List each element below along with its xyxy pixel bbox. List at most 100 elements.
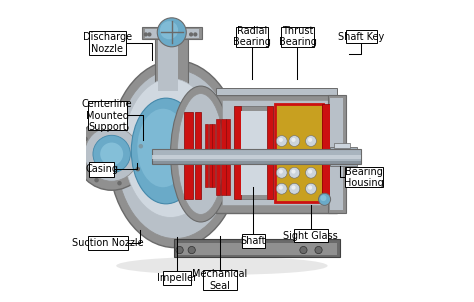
Bar bbox=[222, 100, 331, 205]
Bar bbox=[195, 112, 201, 199]
Circle shape bbox=[279, 169, 283, 174]
Bar bbox=[209, 124, 212, 187]
FancyBboxPatch shape bbox=[237, 27, 268, 47]
Bar bbox=[153, 161, 361, 164]
Circle shape bbox=[292, 138, 296, 142]
FancyBboxPatch shape bbox=[89, 162, 114, 177]
Circle shape bbox=[136, 167, 140, 171]
Circle shape bbox=[276, 183, 287, 194]
Ellipse shape bbox=[116, 257, 328, 275]
Text: Centerline
Mounted
Support: Centerline Mounted Support bbox=[82, 99, 133, 132]
Circle shape bbox=[117, 181, 122, 185]
Text: Casing: Casing bbox=[85, 164, 118, 175]
Text: Suction Nozzle: Suction Nozzle bbox=[72, 238, 144, 248]
Circle shape bbox=[320, 195, 327, 201]
Circle shape bbox=[289, 136, 300, 146]
Circle shape bbox=[144, 32, 148, 37]
Bar bbox=[234, 106, 273, 199]
Circle shape bbox=[289, 183, 300, 194]
Circle shape bbox=[300, 246, 307, 254]
Bar bbox=[322, 104, 330, 202]
Circle shape bbox=[189, 32, 193, 37]
Text: Shaft: Shaft bbox=[241, 236, 266, 246]
Circle shape bbox=[308, 185, 312, 190]
Circle shape bbox=[75, 118, 148, 190]
Ellipse shape bbox=[131, 98, 201, 204]
FancyBboxPatch shape bbox=[294, 229, 328, 242]
FancyBboxPatch shape bbox=[163, 271, 191, 285]
Circle shape bbox=[83, 137, 88, 141]
FancyBboxPatch shape bbox=[202, 270, 237, 290]
Bar bbox=[205, 124, 208, 187]
Bar bbox=[145, 29, 199, 38]
FancyBboxPatch shape bbox=[89, 31, 126, 55]
Circle shape bbox=[138, 144, 143, 149]
Circle shape bbox=[276, 136, 287, 146]
FancyBboxPatch shape bbox=[88, 236, 128, 250]
Bar bbox=[330, 147, 357, 166]
Bar bbox=[142, 27, 201, 39]
Bar bbox=[153, 149, 361, 164]
Circle shape bbox=[292, 154, 296, 158]
Circle shape bbox=[308, 154, 312, 158]
Circle shape bbox=[193, 32, 198, 37]
FancyBboxPatch shape bbox=[345, 167, 383, 187]
Circle shape bbox=[289, 152, 300, 162]
Circle shape bbox=[176, 246, 183, 254]
Circle shape bbox=[306, 152, 317, 162]
FancyBboxPatch shape bbox=[346, 30, 377, 43]
Text: Shaft Key: Shaft Key bbox=[338, 31, 384, 42]
Ellipse shape bbox=[116, 69, 234, 239]
Circle shape bbox=[101, 123, 106, 127]
Circle shape bbox=[276, 167, 287, 178]
Bar bbox=[216, 95, 337, 213]
Circle shape bbox=[188, 246, 195, 254]
Circle shape bbox=[289, 167, 300, 178]
Ellipse shape bbox=[177, 94, 224, 214]
Circle shape bbox=[292, 169, 296, 174]
Circle shape bbox=[100, 143, 123, 165]
Text: Radial
Bearing: Radial Bearing bbox=[233, 26, 271, 47]
Circle shape bbox=[125, 126, 129, 130]
Circle shape bbox=[306, 167, 317, 178]
Circle shape bbox=[308, 169, 312, 174]
Bar bbox=[212, 124, 215, 187]
Circle shape bbox=[93, 135, 130, 173]
Bar bbox=[330, 98, 343, 210]
Bar bbox=[155, 36, 188, 94]
Ellipse shape bbox=[137, 109, 189, 187]
Circle shape bbox=[80, 159, 85, 164]
Circle shape bbox=[279, 154, 283, 158]
Bar bbox=[216, 119, 220, 195]
Text: Thrust
Bearing: Thrust Bearing bbox=[279, 26, 317, 47]
Circle shape bbox=[279, 185, 283, 190]
Text: Impeller: Impeller bbox=[157, 273, 197, 283]
Text: Discharge
Nozzle: Discharge Nozzle bbox=[83, 32, 132, 54]
Circle shape bbox=[315, 246, 322, 254]
Text: Sight Glass: Sight Glass bbox=[283, 230, 338, 241]
Circle shape bbox=[306, 183, 317, 194]
Circle shape bbox=[160, 21, 178, 39]
Text: Mechanical
Seal: Mechanical Seal bbox=[192, 269, 247, 291]
Circle shape bbox=[276, 152, 287, 162]
Bar bbox=[173, 239, 340, 257]
Bar bbox=[266, 106, 273, 199]
Bar bbox=[241, 111, 266, 195]
Bar bbox=[158, 38, 177, 91]
Bar bbox=[334, 143, 350, 148]
Bar bbox=[221, 119, 226, 195]
Text: Bearing
Housing: Bearing Housing bbox=[344, 167, 383, 188]
Circle shape bbox=[279, 138, 283, 142]
Ellipse shape bbox=[171, 86, 231, 222]
Bar bbox=[234, 106, 241, 199]
Bar bbox=[184, 112, 192, 199]
FancyBboxPatch shape bbox=[242, 234, 265, 248]
Circle shape bbox=[319, 193, 331, 205]
Bar bbox=[328, 95, 346, 213]
Bar bbox=[275, 104, 323, 202]
Circle shape bbox=[308, 138, 312, 142]
Circle shape bbox=[94, 178, 99, 182]
Bar bbox=[226, 119, 230, 195]
Circle shape bbox=[84, 127, 139, 181]
Ellipse shape bbox=[109, 60, 242, 248]
